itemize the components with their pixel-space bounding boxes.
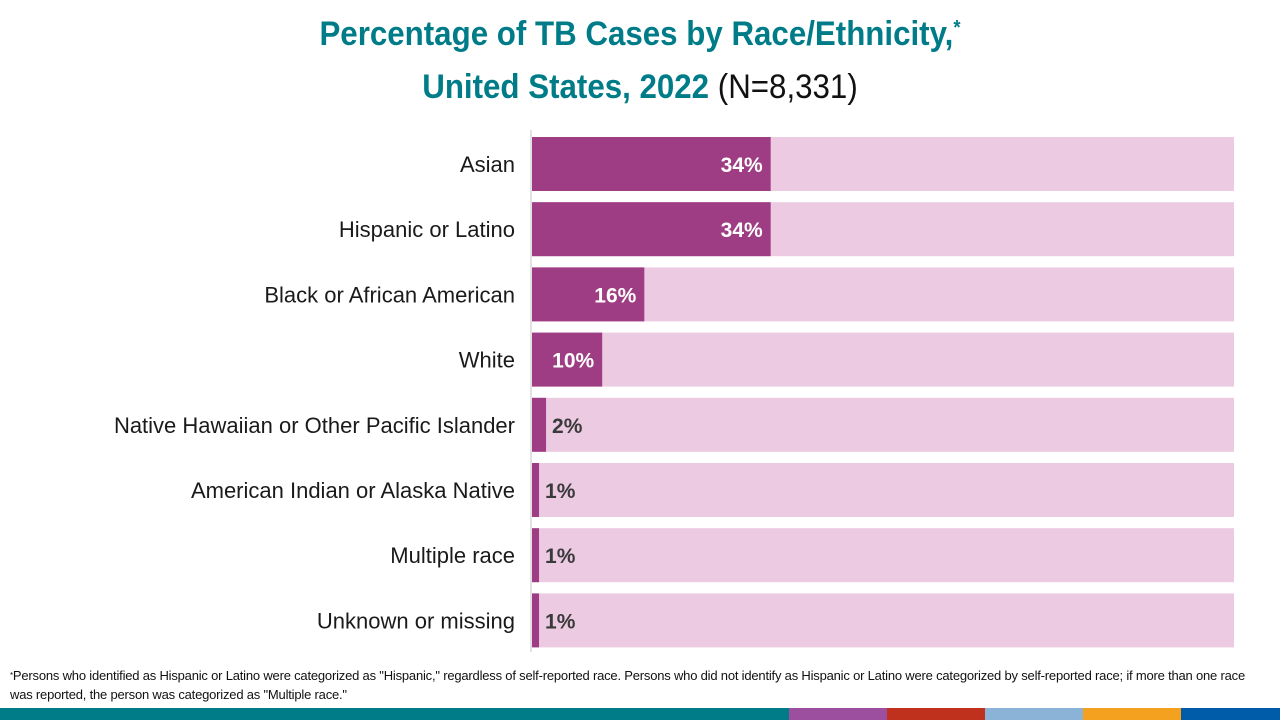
category-label: Multiple race [390, 543, 515, 568]
bar-track [532, 332, 1234, 387]
bar-track [532, 397, 1234, 452]
bar-row-black-or-african-american: Black or African American 16% [264, 267, 1234, 322]
category-label: Hispanic or Latino [339, 217, 515, 242]
category-label: Native Hawaiian or Other Pacific Islande… [114, 413, 515, 438]
bar-asian [532, 137, 771, 191]
bar-unknown-or-missing [532, 593, 540, 648]
bar-hispanic-or-latino [532, 202, 771, 257]
bar-chart: Asian 34% Hispanic or Latino 34% Black or Af… [114, 130, 1234, 652]
title-location-year: United States, 2022 [422, 68, 710, 106]
stripe-segment [0, 708, 789, 720]
category-label: Unknown or missing [317, 608, 515, 633]
bar-track [532, 463, 1234, 517]
title-asterisk: * [953, 17, 961, 39]
bar-multiple-race [532, 528, 540, 583]
stripe-segment [887, 708, 985, 720]
bar-row-native-hawaiian-or-other-pacific-islander: Native Hawaiian or Other Pacific Islande… [114, 397, 1234, 452]
stripe-segment [1083, 708, 1181, 720]
chart-title: Percentage of TB Cases by Race/Ethnicity… [51, 14, 1229, 107]
bar-row-unknown-or-missing: Unknown or missing 1% [317, 593, 1234, 648]
category-label: Black or African American [264, 282, 515, 307]
stripe-segment [789, 708, 887, 720]
category-label: White [459, 348, 515, 373]
category-label: Asian [460, 152, 515, 177]
title-line-2: United States, 2022 (N=8,331) [51, 67, 1229, 107]
data-label: 16% [594, 284, 636, 307]
bar-track [532, 528, 1234, 583]
footnote-text: Persons who identified as Hispanic or La… [10, 668, 1245, 702]
bar-native-hawaiian-or-other-pacific-islander [532, 397, 547, 452]
bar-row-asian: Asian 34% [460, 137, 1234, 191]
data-label: 1% [545, 480, 576, 503]
data-label: 10% [552, 350, 594, 373]
data-label: 2% [552, 415, 583, 438]
bar-row-multiple-race: Multiple race 1% [390, 528, 1234, 583]
title-n-count: (N=8,331) [717, 68, 858, 106]
data-label: 1% [545, 545, 576, 568]
data-label: 34% [721, 219, 763, 242]
bar-row-white: White 10% [459, 332, 1234, 387]
stripe-segment [1181, 708, 1280, 720]
data-label: 1% [545, 610, 576, 633]
data-label: 34% [721, 154, 763, 177]
footnote-marker: * [10, 671, 13, 680]
bar-american-indian-or-alaska-native [532, 463, 540, 517]
bar-row-hispanic-or-latino: Hispanic or Latino 34% [339, 202, 1234, 257]
category-label: American Indian or Alaska Native [191, 478, 515, 503]
title-line-1: Percentage of TB Cases by Race/Ethnicity… [319, 15, 954, 53]
stripe-segment [985, 708, 1083, 720]
bar-black-or-african-american [532, 267, 645, 322]
bar-track [532, 593, 1234, 648]
bar-white [532, 332, 603, 387]
bar-row-american-indian-or-alaska-native: American Indian or Alaska Native 1% [191, 463, 1234, 517]
footnote: *Persons who identified as Hispanic or L… [10, 666, 1270, 704]
bar-track [532, 267, 1234, 322]
